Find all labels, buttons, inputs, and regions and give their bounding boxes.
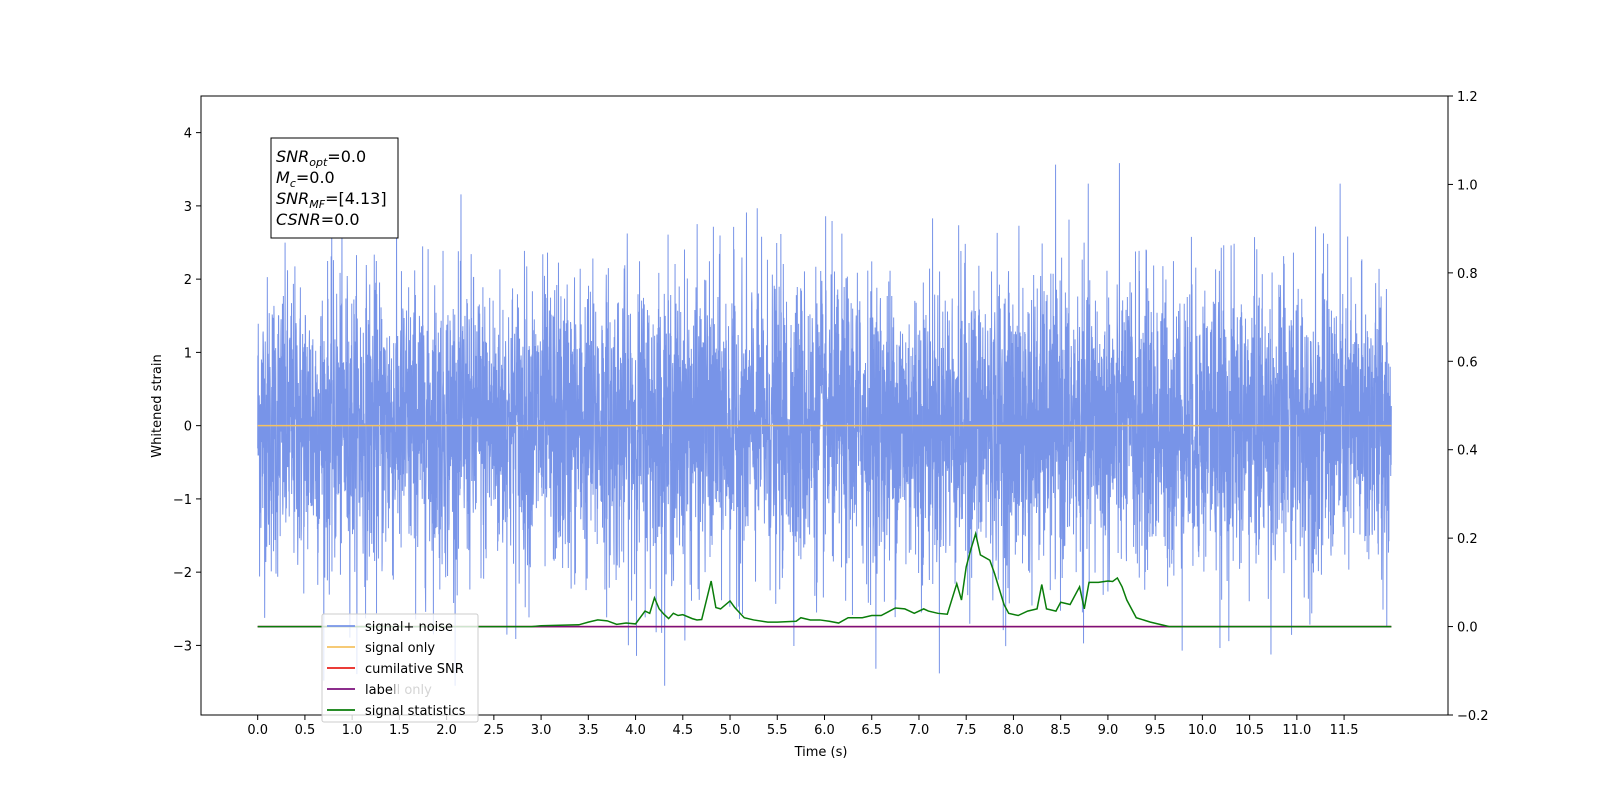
x-tick-label: 6.0: [814, 723, 835, 738]
x-tick-label: 5.0: [720, 723, 741, 738]
y-right-tick-label: −0.2: [1457, 709, 1489, 724]
x-tick-label: 11.0: [1282, 723, 1311, 738]
x-tick-label: 0.5: [295, 723, 316, 738]
legend-entry: signal only: [365, 641, 435, 656]
y-right-tick-label: 0.8: [1457, 267, 1478, 282]
legend-entry: signal statistics: [365, 704, 466, 719]
y-left-tick-label: −3: [173, 639, 192, 654]
legend-entry: label: [365, 683, 396, 698]
y-right-tick-label: 0.4: [1457, 444, 1478, 459]
axes-layer: 0.0 0.5 1.0 1.5 2.0 2.5 3.0 3.5 4.0 4.5 5.0 5.5 6.0 6…: [173, 90, 1489, 738]
y-right-tick-label: 0.2: [1457, 532, 1478, 547]
y-axis-label: Whitened strain: [150, 354, 165, 457]
x-tick-label: 7.5: [956, 723, 977, 738]
y-right-tick-label: 1.0: [1457, 178, 1478, 193]
y-left-tick-label: 3: [184, 200, 192, 215]
y-right-tick-label: 1.2: [1457, 90, 1478, 105]
legend-occluded-text: ll only: [393, 683, 432, 698]
info-line: SNRMF=[4.13]: [276, 189, 387, 211]
x-tick-label: 4.5: [672, 723, 693, 738]
x-tick-label: 9.5: [1145, 723, 1166, 738]
y-left-tick-label: −1: [173, 493, 192, 508]
y-left-tick-label: 1: [184, 346, 192, 361]
x-tick-label: 2.5: [484, 723, 505, 738]
x-tick-label: 6.5: [861, 723, 882, 738]
y-left-tick-label: 4: [184, 127, 192, 142]
x-tick-label: 4.0: [625, 723, 646, 738]
y-right-tick-label: 0.6: [1457, 355, 1478, 370]
legend: signal+ noise signal only cumilative SNR la…: [321, 613, 479, 723]
legend-frame: [321, 613, 479, 723]
x-tick-label: 10.0: [1188, 723, 1217, 738]
x-tick-label: 0.0: [247, 723, 268, 738]
x-tick-label: 3.0: [531, 723, 552, 738]
x-tick-label: 1.5: [389, 723, 410, 738]
x-tick-label: 2.0: [436, 723, 457, 738]
legend-entry: signal+ noise: [365, 620, 453, 635]
x-tick-label: 3.5: [578, 723, 599, 738]
y-left-tick-label: −2: [173, 566, 192, 581]
info-box-frame: [270, 137, 399, 239]
y-right-tick-label: 0.0: [1457, 621, 1478, 636]
x-tick-label: 9.0: [1098, 723, 1119, 738]
series-signal-statistics: [257, 530, 1392, 628]
info-line: Mc=0.0: [276, 168, 335, 190]
info-line: CSNR=0.0: [276, 210, 360, 229]
x-tick-label: 7.0: [909, 723, 930, 738]
x-tick-label: 8.0: [1003, 723, 1024, 738]
series-signal-noise: [257, 163, 1392, 686]
y-left-tick-label: 2: [184, 273, 192, 288]
x-tick-label: 5.5: [767, 723, 788, 738]
info-line: SNRopt=0.0: [276, 147, 366, 169]
x-tick-label: 1.0: [342, 723, 363, 738]
x-axis-label: Time (s): [794, 745, 848, 760]
y-left-tick-label: 0: [184, 420, 192, 435]
legend-entry: cumilative SNR: [365, 662, 464, 677]
x-tick-label: 11.5: [1330, 723, 1359, 738]
x-tick-label: 8.5: [1050, 723, 1071, 738]
x-tick-label: 10.5: [1235, 723, 1264, 738]
